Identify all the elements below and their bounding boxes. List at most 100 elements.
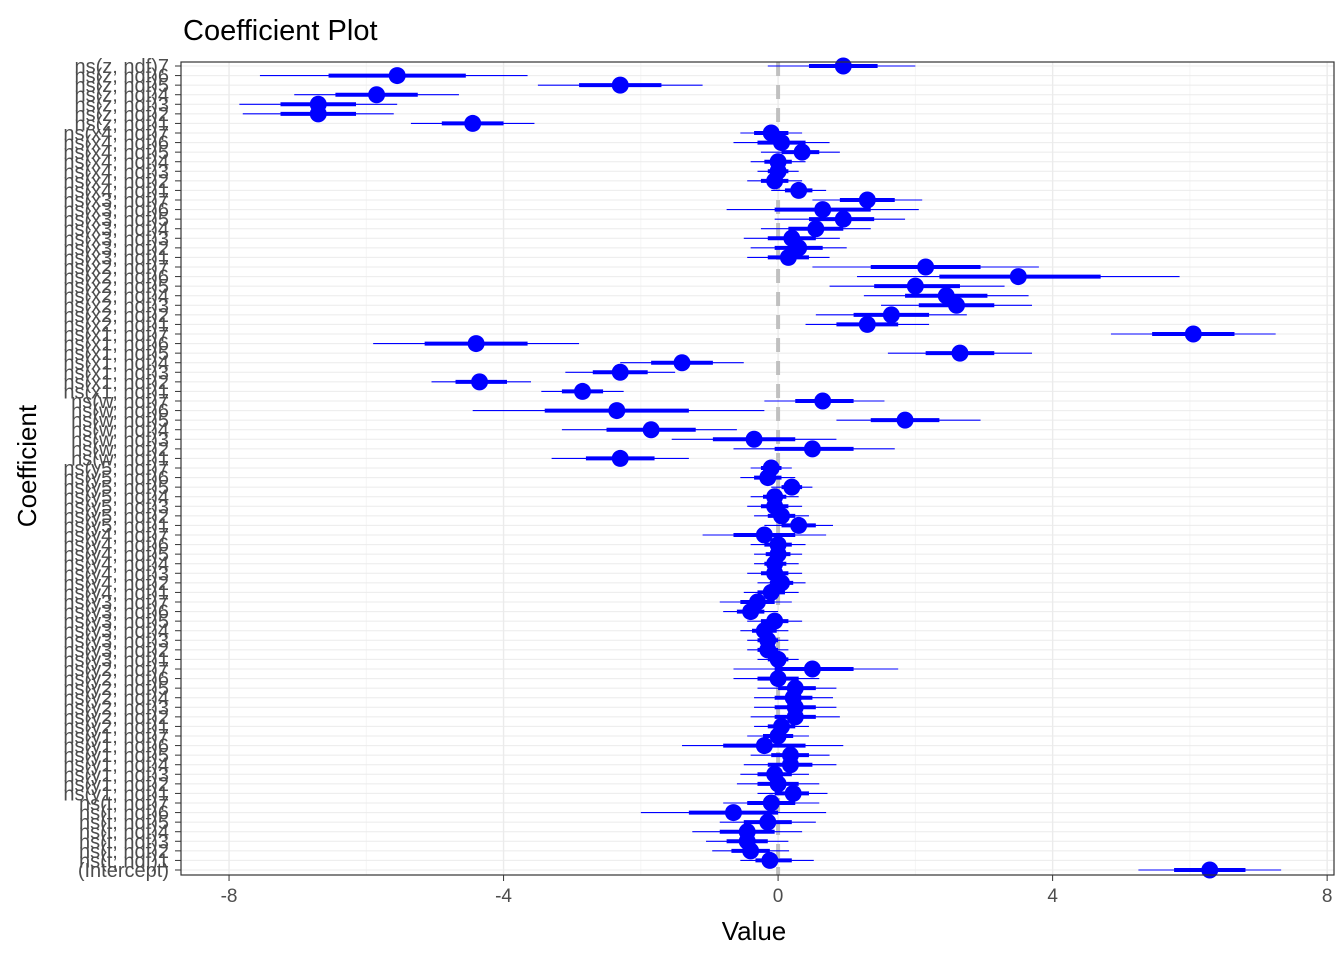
coefficient-row: [537, 76, 703, 94]
y-tick-label: ns(y2, ndf)3: [63, 697, 169, 719]
coefficient-row: [750, 488, 799, 506]
y-tick-label: ns(x3, ndf)3: [63, 228, 169, 250]
y-tick-label: ns(y3, ndf)1: [63, 649, 169, 671]
coefficient-point: [814, 392, 832, 410]
coefficient-point: [951, 344, 969, 362]
coefficient-point: [738, 823, 756, 841]
coefficient-row: [863, 287, 1029, 305]
coefficient-row: [541, 382, 624, 400]
coefficient-point: [769, 536, 787, 554]
coefficient-row: [760, 220, 871, 238]
y-tick-label: ns(x1, ndf)4: [63, 353, 169, 375]
coefficient-point: [766, 765, 784, 783]
coefficient-row: [805, 315, 930, 333]
y-tick-label: ns(t, ndf)3: [79, 831, 169, 853]
coefficient-point: [611, 449, 629, 467]
coefficient-point: [471, 373, 489, 391]
y-tick-label: ns(y3, ndf)5: [63, 611, 169, 633]
coefficient-point: [1184, 325, 1202, 343]
y-tick-label: ns(w, ndf)1: [71, 448, 169, 470]
coefficient-point: [766, 488, 784, 506]
x-tick-label: 0: [773, 886, 784, 907]
y-tick-label: ns(x1, ndf)1: [63, 381, 169, 403]
coefficient-point: [759, 813, 777, 831]
coefficient-point: [673, 354, 691, 372]
coefficient-point: [608, 402, 626, 420]
y-tick-label: ns(y5, ndf)6: [63, 468, 169, 490]
coefficient-row: [1110, 325, 1276, 343]
y-tick-label: ns(x1, ndf)6: [63, 334, 169, 356]
coefficient-point: [858, 191, 876, 209]
coefficient-row: [733, 134, 830, 152]
coefficient-point: [803, 660, 821, 678]
y-tick-label: ns(z, ndf)7: [75, 56, 169, 78]
y-tick-label: ns(y5, ndf)5: [63, 477, 169, 499]
y-tick-label: ns(y1, ndf)6: [63, 736, 169, 758]
y-tick-label: ns(y5, ndf)4: [63, 487, 169, 509]
y-tick-label: ns(y3, ndf)2: [63, 640, 169, 662]
y-tick-label: ns(y2, ndf)1: [63, 716, 169, 738]
x-tick-label: -4: [495, 886, 512, 907]
y-tick-label: ns(x4, ndf)6: [63, 133, 169, 155]
y-tick-label: ns(x3, ndf)1: [63, 247, 169, 269]
y-tick-label: ns(t, ndf)2: [79, 841, 169, 863]
x-tick-label: 8: [1322, 886, 1333, 907]
coefficient-row: [682, 737, 844, 755]
coefficient-row: [259, 67, 528, 85]
y-tick-label: ns(x3, ndf)2: [63, 238, 169, 260]
coefficient-point: [762, 794, 780, 812]
y-tick-label: ns(y1, ndf)4: [63, 755, 169, 777]
y-tick-label: ns(z, ndf)3: [75, 94, 169, 116]
y-tick-label: ns(t, ndf)1: [79, 850, 169, 872]
y-tick-label: ns(y4, ndf)2: [63, 573, 169, 595]
coefficient-row: [764, 516, 833, 534]
coefficient-row: [750, 536, 806, 554]
coefficient-row: [836, 411, 981, 429]
y-tick-label: ns(w, ndf)6: [71, 401, 169, 423]
y-tick-label: ns(y2, ndf)6: [63, 669, 169, 691]
y-tick-label: ns(z, ndf)5: [75, 75, 169, 97]
coefficient-row: [747, 612, 803, 630]
x-axis-title: Value: [722, 916, 787, 946]
y-tick-label: ns(w, ndf)3: [71, 429, 169, 451]
y-tick-label: ns(y5, ndf)7: [63, 458, 169, 480]
coefficient-point: [642, 421, 660, 439]
coefficient-point: [773, 717, 791, 735]
coefficient-point: [783, 229, 801, 247]
coefficient-point: [937, 287, 955, 305]
coefficient-marks: [239, 57, 1282, 879]
y-tick-label: ns(y1, ndf)3: [63, 764, 169, 786]
y-tick-label: ns(x4, ndf)5: [63, 142, 169, 164]
coefficient-row: [760, 143, 840, 161]
y-tick-label: ns(x1, ndf)5: [63, 343, 169, 365]
coefficient-row: [1138, 861, 1282, 879]
coefficient-row: [431, 373, 532, 391]
coefficient-point: [464, 114, 482, 132]
y-tick-label: ns(y1, ndf)1: [63, 783, 169, 805]
y-tick-label: ns(y1, ndf)5: [63, 745, 169, 767]
y-tick-label: ns(x3, ndf)4: [63, 219, 169, 241]
y-tick-label: ns(x3, ndf)5: [63, 209, 169, 231]
coefficient-point: [917, 258, 935, 276]
coefficient-point: [858, 315, 876, 333]
y-tick-label: ns(z, ndf)4: [75, 85, 169, 107]
coefficient-row: [733, 660, 899, 678]
coefficient-point: [769, 670, 787, 688]
coefficient-row: [733, 670, 820, 688]
coefficient-row: [565, 363, 676, 381]
y-tick-label: ns(x4, ndf)2: [63, 171, 169, 193]
y-tick-label: ns(y4, ndf)4: [63, 554, 169, 576]
y-tick-label: ns(y5, ndf)1: [63, 515, 169, 537]
coefficient-point: [309, 95, 327, 113]
y-tick-label: ns(y3, ndf)6: [63, 602, 169, 624]
y-tick-label: ns(y3, ndf)4: [63, 621, 169, 643]
x-axis-tick-labels: -8 -4 0 4 8: [221, 875, 1333, 907]
coefficient-point: [573, 382, 591, 400]
coefficient-row: [733, 440, 895, 458]
y-tick-label: ns(y2, ndf)7: [63, 659, 169, 681]
coefficient-point: [761, 851, 779, 869]
coefficient-row: [719, 813, 816, 831]
y-tick-label: ns(y4, ndf)6: [63, 535, 169, 557]
coefficient-row: [620, 354, 744, 372]
